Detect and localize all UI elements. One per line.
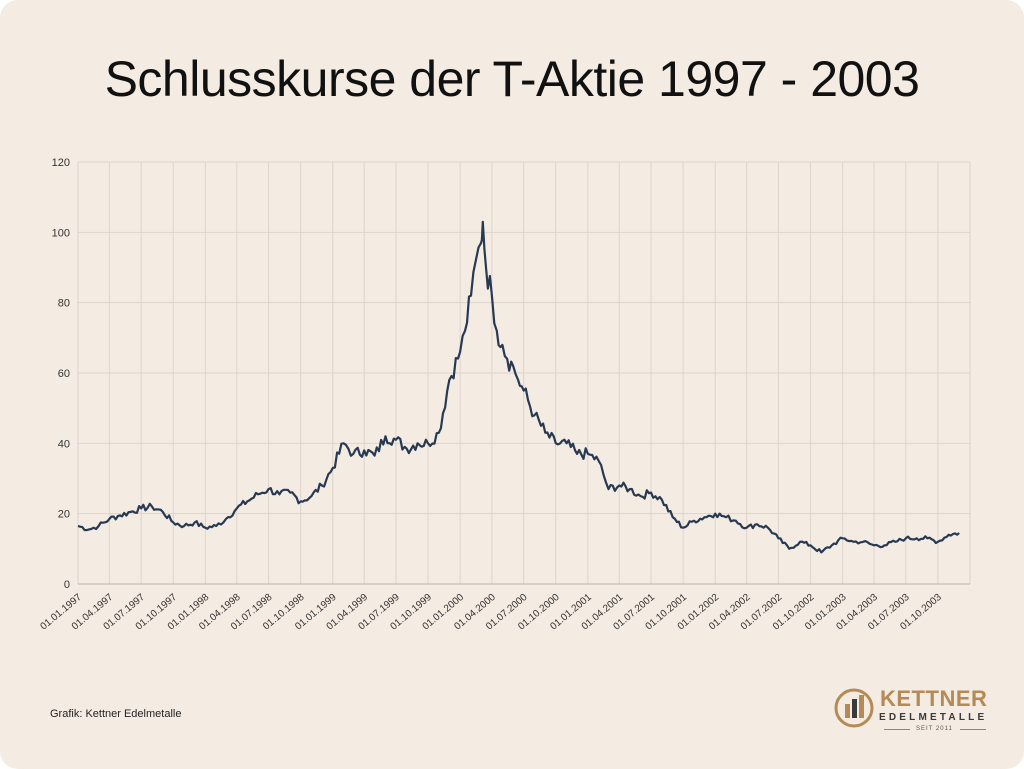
y-tick-label: 20: [58, 509, 70, 521]
chart-title: Schlusskurse der T-Aktie 1997 - 2003: [104, 51, 920, 107]
y-tick-label: 100: [52, 227, 70, 239]
kettner-logo-icon: [834, 688, 874, 728]
logo-rule-right: [960, 729, 986, 730]
kettner-logo: KETTNER EDELMETALLE SEIT 2011: [832, 684, 987, 736]
y-tick-label: 0: [64, 579, 70, 591]
logo-since: SEIT 2011: [916, 726, 953, 732]
logo-rule-left: [884, 729, 910, 730]
source-caption: Grafik: Kettner Edelmetalle: [50, 708, 182, 720]
x-tick-labels: 01.01.199701.04.199701.07.199701.10.1997…: [39, 592, 945, 633]
data-points: [77, 221, 960, 553]
series-line-t-aktie: [77, 220, 960, 554]
y-tick-label: 40: [58, 438, 70, 450]
logo-subtitle: EDELMETALLE: [879, 712, 988, 723]
y-tick-label: 60: [58, 368, 70, 380]
gridlines: [77, 161, 971, 584]
y-tick-label: 80: [58, 298, 70, 310]
y-tick-label: 120: [52, 157, 70, 169]
y-tick-labels: 0 20 40 60 80 100 120: [52, 157, 70, 591]
logo-name: KETTNER: [880, 686, 988, 711]
